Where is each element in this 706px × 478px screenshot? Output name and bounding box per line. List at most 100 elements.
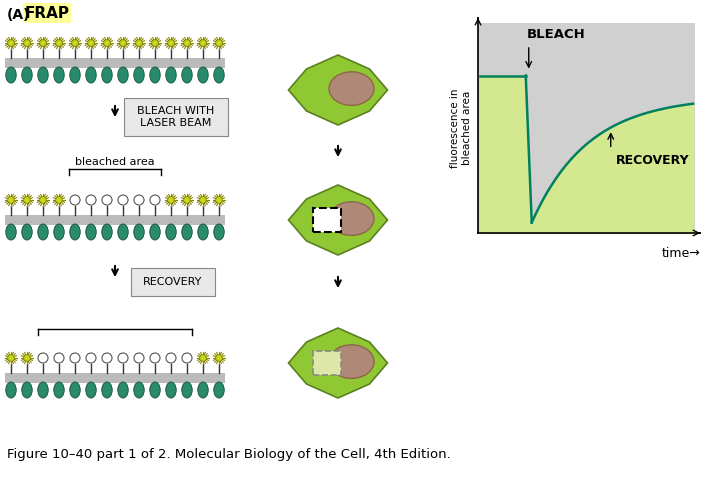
Ellipse shape xyxy=(134,67,144,83)
Ellipse shape xyxy=(6,224,16,240)
Text: RECOVERY: RECOVERY xyxy=(143,277,203,287)
Circle shape xyxy=(56,40,62,46)
Circle shape xyxy=(40,40,47,46)
Circle shape xyxy=(134,195,144,205)
Text: BLEACH: BLEACH xyxy=(527,28,585,41)
Text: BLEACH WITH
LASER BEAM: BLEACH WITH LASER BEAM xyxy=(138,106,215,128)
Ellipse shape xyxy=(22,67,32,83)
Ellipse shape xyxy=(86,224,96,240)
Circle shape xyxy=(182,353,192,363)
Text: (A): (A) xyxy=(7,8,30,22)
Ellipse shape xyxy=(214,382,225,398)
Ellipse shape xyxy=(329,72,374,106)
Ellipse shape xyxy=(329,202,374,235)
FancyBboxPatch shape xyxy=(313,351,341,375)
Polygon shape xyxy=(289,328,388,398)
Circle shape xyxy=(118,353,128,363)
Bar xyxy=(478,23,695,233)
Bar xyxy=(5,373,225,383)
FancyBboxPatch shape xyxy=(23,3,71,23)
Ellipse shape xyxy=(22,382,32,398)
Circle shape xyxy=(200,40,206,46)
Polygon shape xyxy=(289,55,388,125)
Ellipse shape xyxy=(150,67,160,83)
Circle shape xyxy=(216,40,222,46)
Ellipse shape xyxy=(182,67,192,83)
Text: bleached area: bleached area xyxy=(75,157,155,167)
Circle shape xyxy=(150,353,160,363)
Ellipse shape xyxy=(182,382,192,398)
Circle shape xyxy=(70,195,80,205)
Ellipse shape xyxy=(150,224,160,240)
Ellipse shape xyxy=(70,224,80,240)
Circle shape xyxy=(184,40,191,46)
Ellipse shape xyxy=(86,67,96,83)
Circle shape xyxy=(24,355,30,361)
Ellipse shape xyxy=(6,67,16,83)
Circle shape xyxy=(54,353,64,363)
Text: Figure 10–40 part 1 of 2. Molecular Biology of the Cell, 4th Edition.: Figure 10–40 part 1 of 2. Molecular Biol… xyxy=(7,448,450,461)
Circle shape xyxy=(72,40,78,46)
Circle shape xyxy=(70,353,80,363)
Circle shape xyxy=(150,195,160,205)
Ellipse shape xyxy=(86,382,96,398)
Circle shape xyxy=(118,195,128,205)
Ellipse shape xyxy=(102,224,112,240)
Text: RECOVERY: RECOVERY xyxy=(616,154,689,167)
Ellipse shape xyxy=(38,67,48,83)
Text: FRAP: FRAP xyxy=(25,6,69,21)
Ellipse shape xyxy=(6,382,16,398)
Circle shape xyxy=(86,195,96,205)
Circle shape xyxy=(86,353,96,363)
Ellipse shape xyxy=(22,224,32,240)
Ellipse shape xyxy=(134,382,144,398)
Ellipse shape xyxy=(214,224,225,240)
Circle shape xyxy=(88,40,95,46)
Circle shape xyxy=(134,353,144,363)
Ellipse shape xyxy=(54,382,64,398)
Circle shape xyxy=(136,40,143,46)
Ellipse shape xyxy=(102,382,112,398)
Ellipse shape xyxy=(134,224,144,240)
Circle shape xyxy=(168,40,174,46)
Ellipse shape xyxy=(198,67,208,83)
Circle shape xyxy=(152,40,158,46)
Text: fluorescence in
bleached area: fluorescence in bleached area xyxy=(450,88,472,168)
Ellipse shape xyxy=(329,345,374,379)
Circle shape xyxy=(8,197,14,203)
Circle shape xyxy=(104,40,110,46)
Ellipse shape xyxy=(118,382,128,398)
Ellipse shape xyxy=(70,67,80,83)
Circle shape xyxy=(120,40,126,46)
Bar xyxy=(5,215,225,225)
Ellipse shape xyxy=(118,67,128,83)
FancyBboxPatch shape xyxy=(131,268,215,296)
Circle shape xyxy=(168,197,174,203)
Circle shape xyxy=(38,353,48,363)
Circle shape xyxy=(24,197,30,203)
Ellipse shape xyxy=(166,67,176,83)
Circle shape xyxy=(24,40,30,46)
Circle shape xyxy=(200,197,206,203)
Circle shape xyxy=(184,197,191,203)
Ellipse shape xyxy=(182,224,192,240)
Ellipse shape xyxy=(198,382,208,398)
Circle shape xyxy=(8,40,14,46)
Circle shape xyxy=(102,353,112,363)
Circle shape xyxy=(216,197,222,203)
Circle shape xyxy=(56,197,62,203)
FancyBboxPatch shape xyxy=(313,208,341,232)
Text: time→: time→ xyxy=(662,247,700,260)
Ellipse shape xyxy=(38,382,48,398)
Ellipse shape xyxy=(54,224,64,240)
Ellipse shape xyxy=(54,67,64,83)
Circle shape xyxy=(166,353,176,363)
Ellipse shape xyxy=(70,382,80,398)
Ellipse shape xyxy=(118,224,128,240)
Ellipse shape xyxy=(102,67,112,83)
Circle shape xyxy=(40,197,47,203)
Circle shape xyxy=(216,355,222,361)
Ellipse shape xyxy=(166,382,176,398)
Ellipse shape xyxy=(38,224,48,240)
Ellipse shape xyxy=(198,224,208,240)
